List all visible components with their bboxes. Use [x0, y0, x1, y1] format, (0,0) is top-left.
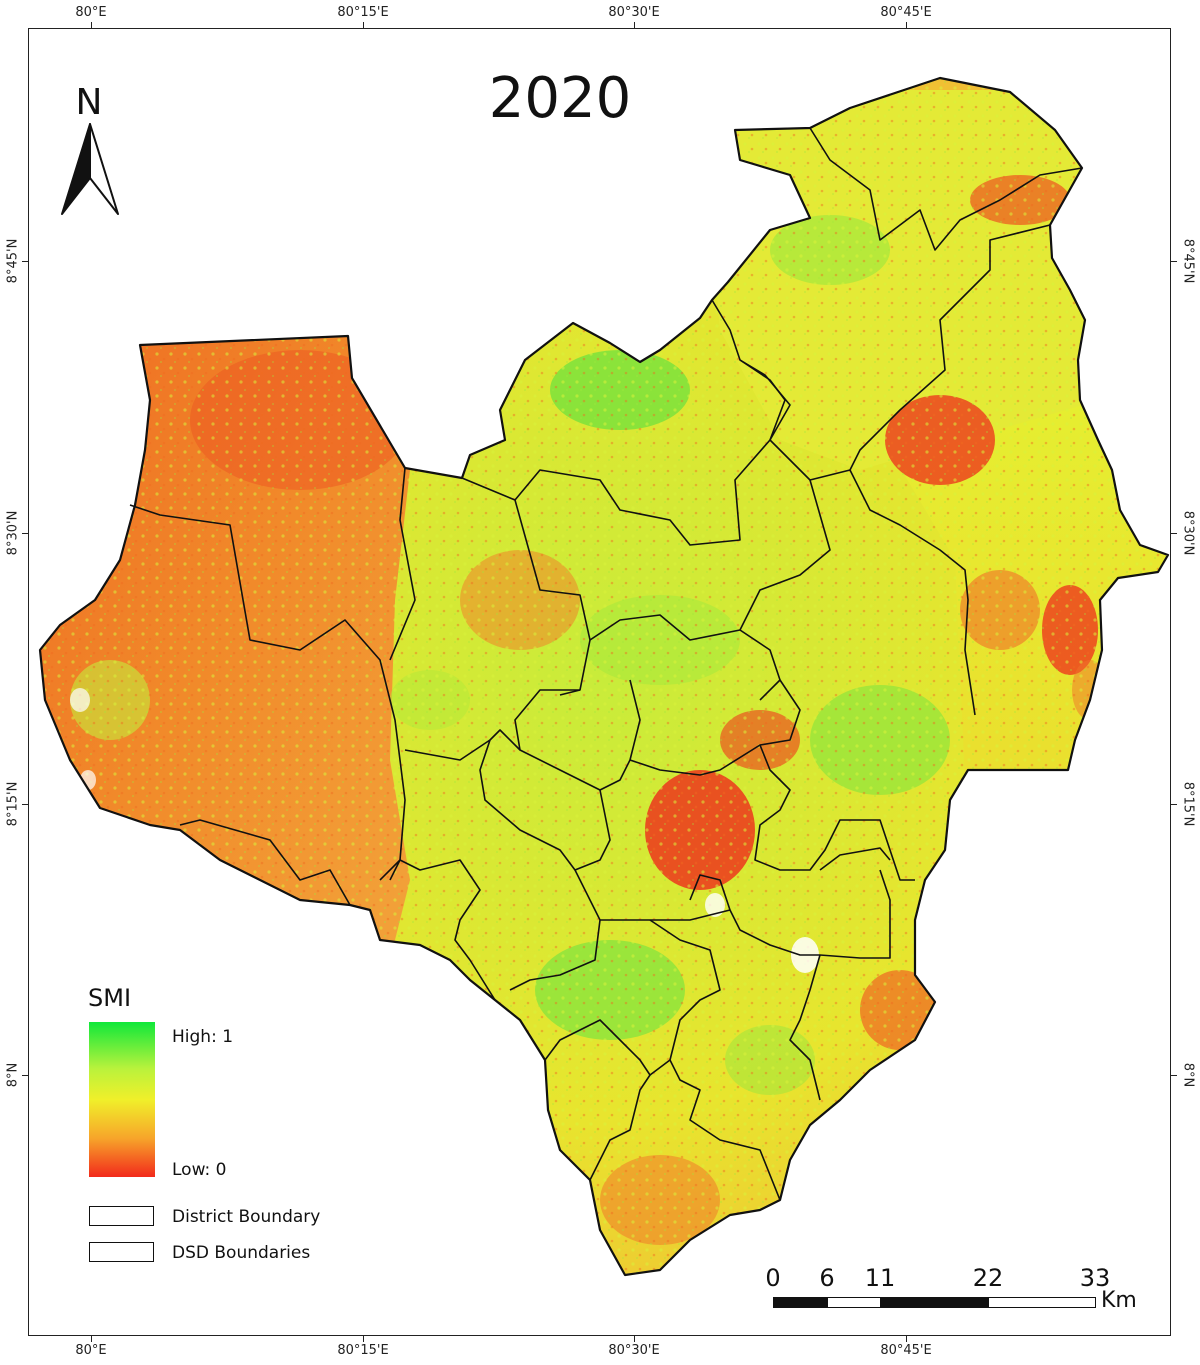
district-boundary-swatch [89, 1206, 154, 1226]
lon-label-bottom-80-45: 80°45'E [880, 1343, 932, 1358]
scale-label-33: 33 [1079, 1264, 1111, 1292]
frame-tick [1171, 804, 1177, 805]
north-label: N [75, 82, 103, 123]
scale-segment [880, 1297, 989, 1308]
frame-tick [1171, 261, 1177, 262]
frame-tick [22, 1075, 28, 1076]
smi-raster [40, 78, 1168, 1275]
district-boundary [38, 76, 1170, 1277]
frame-tick [363, 22, 364, 28]
frame-tick [1171, 533, 1177, 534]
lon-label-bottom-80-30: 80°30'E [608, 1343, 660, 1358]
frame-tick [906, 1336, 907, 1342]
frame-tick [634, 22, 635, 28]
lon-label-top-80: 80°E [75, 5, 107, 20]
legend-title: SMI [88, 984, 132, 1012]
scale-unit: Km [1101, 1288, 1137, 1313]
frame-tick [1171, 1075, 1177, 1076]
smi-color-ramp [89, 1022, 155, 1177]
frame-tick [91, 22, 92, 28]
scale-label-22: 22 [972, 1264, 1004, 1292]
lon-label-bottom-80-15: 80°15'E [337, 1343, 389, 1358]
frame-tick [634, 1336, 635, 1342]
frame-tick [22, 533, 28, 534]
frame-tick [91, 1336, 92, 1342]
scale-segment [827, 1297, 881, 1308]
scale-label-6: 6 [819, 1264, 835, 1292]
scale-segment [773, 1297, 828, 1308]
scale-label-11: 11 [864, 1264, 896, 1292]
frame-tick [22, 804, 28, 805]
frame-tick [22, 261, 28, 262]
legend-high-label: High: 1 [172, 1027, 234, 1047]
scale-segment [988, 1297, 1096, 1308]
lon-label-bottom-80: 80°E [75, 1343, 107, 1358]
lon-label-top-80-45: 80°45'E [880, 5, 932, 20]
north-arrow-icon [61, 123, 119, 215]
dsd-boundaries-label: DSD Boundaries [172, 1243, 311, 1263]
lon-label-top-80-30: 80°30'E [608, 5, 660, 20]
frame-tick [363, 1336, 364, 1342]
scale-label-0: 0 [765, 1264, 781, 1292]
map-title: 2020 [488, 66, 632, 131]
frame-tick [906, 22, 907, 28]
lon-label-top-80-15: 80°15'E [337, 5, 389, 20]
district-boundary-label: District Boundary [172, 1207, 321, 1227]
legend-low-label: Low: 0 [172, 1160, 227, 1180]
dsd-boundaries [129, 127, 1083, 1201]
dsd-boundaries-swatch [89, 1242, 154, 1262]
